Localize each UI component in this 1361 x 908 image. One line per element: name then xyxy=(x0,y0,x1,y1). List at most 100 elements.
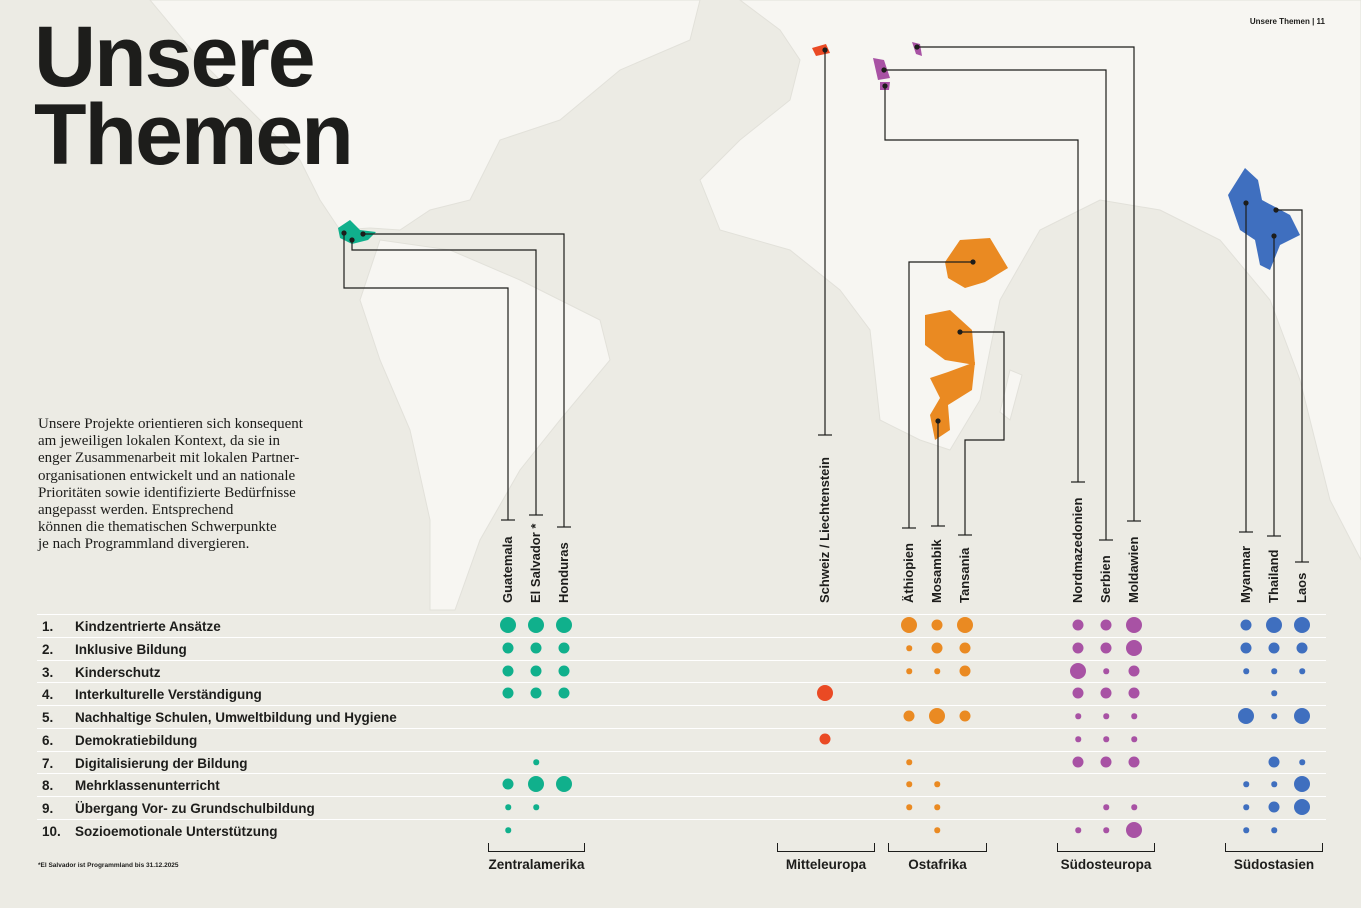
theme-number: 1. xyxy=(42,619,54,634)
priority-dot xyxy=(1268,756,1280,768)
priority-dot xyxy=(1268,642,1280,654)
priority-dot xyxy=(1271,713,1277,719)
priority-dot xyxy=(934,781,940,787)
central-america-shape xyxy=(338,220,376,244)
theme-label: Kinderschutz xyxy=(75,665,161,680)
location-marker xyxy=(935,418,941,424)
priority-dot xyxy=(1243,827,1249,833)
country-shapes xyxy=(338,42,1300,440)
location-marker xyxy=(1273,207,1279,213)
priority-dot xyxy=(1072,687,1084,699)
priority-dot xyxy=(901,617,917,633)
title-line-2: Themen xyxy=(34,87,354,183)
priority-dot xyxy=(903,710,915,722)
theme-label: Kindzentrierte Ansätze xyxy=(75,619,221,634)
theme-label: Übergang Vor- zu Grundschulbildung xyxy=(75,801,315,816)
theme-row: 6. Demokratiebildung xyxy=(37,728,1326,751)
theme-label: Inklusive Bildung xyxy=(75,642,187,657)
location-marker xyxy=(914,44,920,50)
country-label: Guatemala xyxy=(500,536,515,603)
theme-label: Demokratiebildung xyxy=(75,733,198,748)
leader-line xyxy=(1276,209,1303,562)
country-label: Myanmar xyxy=(1238,545,1253,603)
leader-line xyxy=(343,233,509,520)
priority-dot xyxy=(530,642,542,654)
location-marker xyxy=(349,237,355,243)
priority-dot xyxy=(1126,617,1142,633)
tanzania-shape xyxy=(925,310,975,365)
region-bracket xyxy=(1057,843,1155,852)
theme-number: 6. xyxy=(42,733,54,748)
priority-dot xyxy=(1126,822,1142,838)
theme-label: Interkulturelle Verständigung xyxy=(75,687,262,702)
region-bracket xyxy=(1225,843,1323,852)
priority-dot xyxy=(1240,642,1252,654)
priority-dot xyxy=(502,778,514,790)
madagascar xyxy=(999,369,1023,421)
region-label: Südostasien xyxy=(1233,857,1315,872)
region-bracket xyxy=(488,843,585,852)
country-label: Honduras xyxy=(556,542,571,603)
country-label: Nordmazedonien xyxy=(1070,497,1085,603)
theme-number: 4. xyxy=(42,687,54,702)
priority-dot xyxy=(1126,640,1142,656)
priority-dot xyxy=(558,687,570,699)
priority-dot xyxy=(959,665,971,677)
priority-dot xyxy=(1103,668,1109,674)
theme-row: 1. Kindzentrierte Ansätze xyxy=(37,614,1326,637)
priority-dot xyxy=(1294,776,1310,792)
priority-dot xyxy=(906,759,912,765)
country-label: Schweiz / Liechtenstein xyxy=(817,457,832,603)
priority-dot xyxy=(1103,804,1109,810)
page-title: Unsere Themen xyxy=(34,9,354,183)
priority-dot xyxy=(1296,642,1308,654)
priority-dot xyxy=(929,708,945,724)
leader-line xyxy=(351,240,537,515)
priority-dot xyxy=(1299,668,1305,674)
priority-dot xyxy=(530,687,542,699)
leader-line xyxy=(884,86,1079,482)
priority-dot xyxy=(1100,619,1112,631)
priority-dot xyxy=(1072,619,1084,631)
priority-dot xyxy=(817,685,833,701)
region-label: Zentralamerika xyxy=(488,857,585,872)
location-marker xyxy=(1243,200,1249,206)
theme-label: Mehrklassenunterricht xyxy=(75,778,220,793)
location-marker xyxy=(882,83,888,89)
theme-label: Sozioemotionale Unterstützung xyxy=(75,824,278,839)
priority-dot xyxy=(1271,690,1277,696)
priority-dot xyxy=(1075,713,1081,719)
priority-dot xyxy=(1294,617,1310,633)
theme-row: 4. Interkulturelle Verständigung xyxy=(37,682,1326,705)
title-line-1: Unsere xyxy=(34,9,316,105)
region-label: Südosteuropa xyxy=(1060,857,1152,872)
theme-label: Digitalisierung der Bildung xyxy=(75,756,248,771)
priority-dot xyxy=(819,733,831,745)
location-marker xyxy=(360,231,366,237)
priority-dot xyxy=(505,804,511,810)
priority-dot xyxy=(959,642,971,654)
country-label: Äthiopien xyxy=(901,543,916,603)
priority-dot xyxy=(1075,827,1081,833)
priority-dot xyxy=(1243,804,1249,810)
priority-dot xyxy=(1128,665,1140,677)
theme-number: 7. xyxy=(42,756,54,771)
north-america xyxy=(149,0,701,231)
mozambique-shape xyxy=(930,362,975,440)
priority-dot xyxy=(505,827,511,833)
priority-dot xyxy=(1100,687,1112,699)
ethiopia-shape xyxy=(945,238,1008,288)
priority-dot xyxy=(1271,781,1277,787)
priority-dot xyxy=(1100,756,1112,768)
leader-line xyxy=(960,331,1005,535)
theme-number: 5. xyxy=(42,710,54,725)
location-marker xyxy=(1271,233,1277,239)
priority-dot xyxy=(533,804,539,810)
page-header: Unsere Themen | 11 xyxy=(1249,17,1325,26)
theme-row: 2. Inklusive Bildung xyxy=(37,637,1326,660)
leader-line xyxy=(917,46,1135,521)
priority-dot xyxy=(528,617,544,633)
country-label: Mosambik xyxy=(929,539,944,603)
priority-dot xyxy=(1266,617,1282,633)
priority-dot xyxy=(502,642,514,654)
